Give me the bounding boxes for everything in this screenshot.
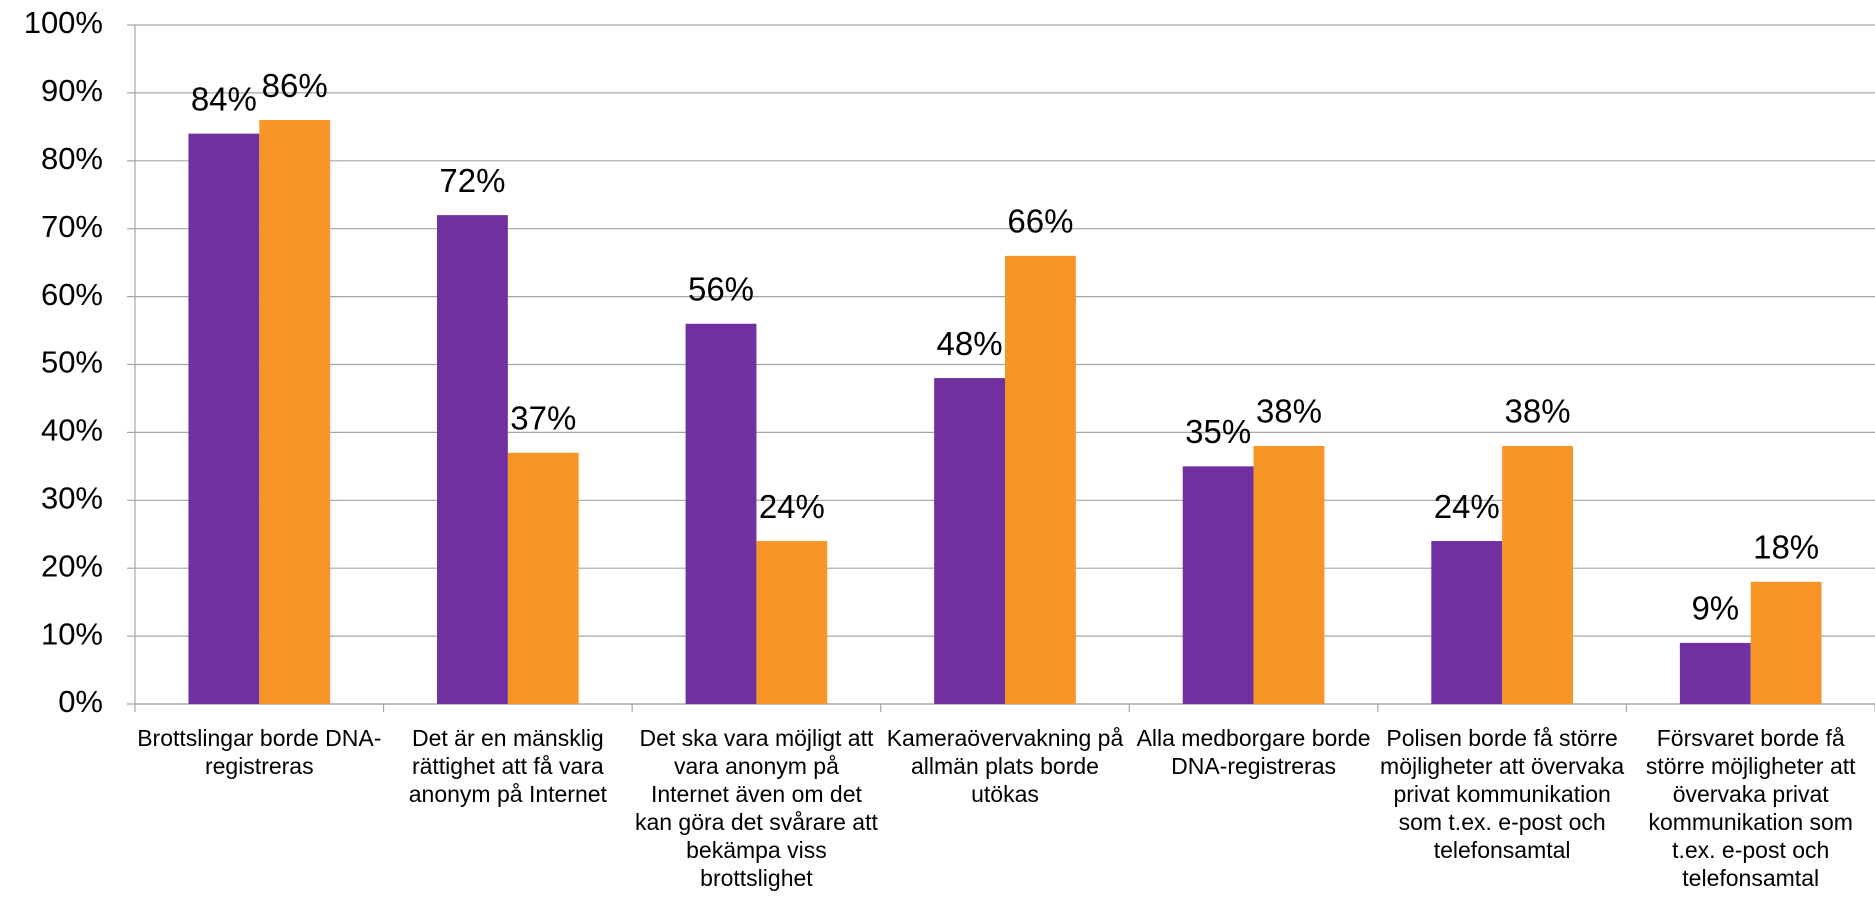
y-tick-label: 100% <box>24 5 103 40</box>
y-tick-label: 60% <box>41 277 103 312</box>
y-tick-label: 30% <box>41 480 103 515</box>
x-tick-label: Polisen borde få större möjligheter att … <box>1380 725 1625 863</box>
value-label: 38% <box>1505 393 1571 430</box>
y-tick-label: 0% <box>58 684 103 719</box>
value-label: 35% <box>1185 413 1251 450</box>
value-label: 37% <box>510 399 576 436</box>
value-label: 9% <box>1691 590 1739 627</box>
bar <box>685 323 757 704</box>
x-tick-label: Försvaret borde få större möjligheter at… <box>1645 725 1856 891</box>
value-label: 48% <box>937 325 1003 362</box>
value-label: 84% <box>191 80 257 117</box>
x-tick-label: Det är en mänsklig rättighet att få vara… <box>408 725 607 807</box>
y-tick-label: 50% <box>41 345 103 380</box>
value-label: 24% <box>759 488 825 525</box>
y-tick-label: 80% <box>41 141 103 176</box>
value-label: 72% <box>439 162 505 199</box>
bar <box>1253 445 1325 704</box>
y-tick-label: 70% <box>41 209 103 244</box>
value-label: 56% <box>688 270 754 307</box>
value-label: 18% <box>1753 528 1819 565</box>
bar <box>507 452 579 704</box>
bar <box>1679 642 1751 704</box>
x-tick-label: Kameraövervakning på allmän plats borde … <box>886 725 1124 807</box>
y-tick-label: 90% <box>41 73 103 108</box>
value-label: 38% <box>1256 393 1322 430</box>
bar <box>934 378 1005 704</box>
bar <box>756 541 828 704</box>
bar <box>188 133 260 704</box>
bar <box>1431 541 1503 704</box>
x-tick-label: Det ska vara möjligt att vara anonym på … <box>634 725 878 891</box>
x-tick-label: Brottslingar borde DNA-registreras <box>137 725 382 779</box>
y-tick-label: 20% <box>41 548 103 583</box>
bar <box>1182 466 1254 704</box>
bar <box>1502 445 1573 704</box>
bar <box>1005 255 1076 705</box>
bar <box>1750 581 1822 704</box>
bar <box>437 215 508 704</box>
value-label: 86% <box>262 67 328 104</box>
x-tick-label: Alla medborgare borde DNA-registreras <box>1136 725 1371 779</box>
value-label: 24% <box>1434 488 1500 525</box>
bar <box>259 120 331 704</box>
y-tick-label: 10% <box>41 616 103 651</box>
value-label: 66% <box>1007 203 1073 240</box>
y-tick-label: 40% <box>41 413 103 448</box>
